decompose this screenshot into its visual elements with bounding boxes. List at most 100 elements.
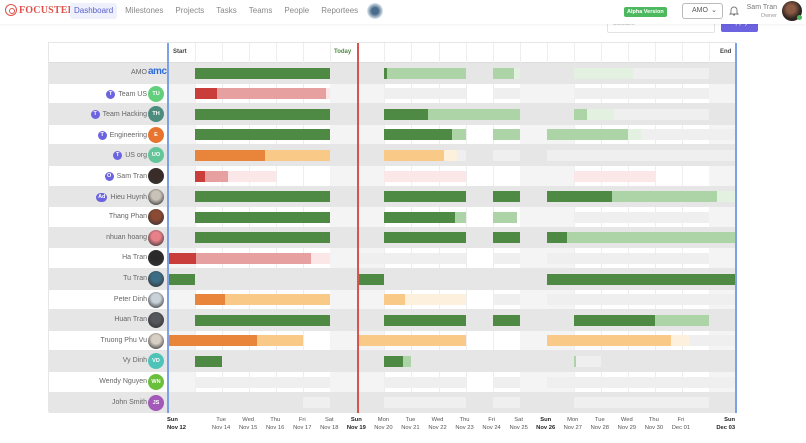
- gantt-row[interactable]: John Smith JS: [49, 392, 737, 414]
- timeline-bar[interactable]: [195, 232, 331, 244]
- avatar[interactable]: [148, 209, 164, 226]
- nav-dashboard[interactable]: Dashboard: [70, 3, 118, 19]
- timeline-bar[interactable]: [492, 67, 515, 79]
- timeline-bar[interactable]: [403, 355, 412, 367]
- timeline-bar[interactable]: [457, 149, 466, 161]
- gantt-row[interactable]: Ha Tran: [49, 248, 737, 269]
- timeline-bar[interactable]: [671, 335, 691, 347]
- timeline-bar[interactable]: [627, 129, 642, 141]
- gantt-row[interactable]: nhuan hoang: [49, 227, 737, 249]
- timeline-bar[interactable]: [195, 170, 205, 182]
- avatar[interactable]: [148, 312, 164, 329]
- timeline-bar[interactable]: [204, 170, 228, 182]
- timeline-bar[interactable]: [265, 149, 331, 161]
- timeline-bar[interactable]: [546, 252, 709, 264]
- timeline-bar[interactable]: [587, 108, 615, 120]
- timeline-bar[interactable]: [168, 335, 258, 347]
- timeline-bar[interactable]: [384, 149, 444, 161]
- timeline-bar[interactable]: [641, 129, 737, 141]
- timeline-bar[interactable]: [546, 294, 737, 306]
- gantt-row[interactable]: Tu Tran: [49, 269, 737, 290]
- gantt-row[interactable]: T US org UO: [49, 145, 737, 166]
- timeline-bar[interactable]: [546, 232, 567, 244]
- timeline-bar[interactable]: [384, 170, 466, 182]
- timeline-bar[interactable]: [387, 67, 466, 79]
- assistant-bot-icon[interactable]: [367, 3, 383, 19]
- timeline-bar[interactable]: [546, 191, 612, 203]
- timeline-bar[interactable]: [546, 376, 737, 388]
- timeline-bar[interactable]: [492, 211, 517, 223]
- timeline-bar[interactable]: [546, 335, 672, 347]
- avatar[interactable]: E: [148, 126, 164, 143]
- gantt-row[interactable]: Huan Tran: [49, 310, 737, 331]
- timeline-bar[interactable]: [195, 67, 331, 79]
- timeline-bar[interactable]: [492, 397, 520, 409]
- timeline-bar[interactable]: [227, 170, 277, 182]
- gantt-row[interactable]: T Engineering E: [49, 124, 737, 146]
- timeline-bar[interactable]: [654, 314, 709, 326]
- nav-milestones[interactable]: Milestones: [125, 6, 164, 15]
- timeline-bar[interactable]: [573, 108, 588, 120]
- timeline-bar[interactable]: [573, 397, 709, 409]
- timeline-bar[interactable]: [195, 191, 331, 203]
- timeline-bar[interactable]: [357, 273, 385, 285]
- timeline-bar[interactable]: [614, 108, 709, 120]
- timeline-bar[interactable]: [492, 149, 520, 161]
- timeline-bar[interactable]: [384, 129, 453, 141]
- timeline-bar[interactable]: [384, 376, 466, 388]
- timeline-bar[interactable]: [404, 294, 466, 306]
- timeline-bar[interactable]: [257, 335, 304, 347]
- nav-tasks[interactable]: Tasks: [216, 6, 237, 15]
- timeline-bar[interactable]: [633, 67, 709, 79]
- avatar[interactable]: UO: [148, 147, 164, 164]
- timeline-bar[interactable]: [384, 314, 466, 326]
- avatar[interactable]: [148, 229, 164, 246]
- timeline-bar[interactable]: [573, 88, 709, 100]
- avatar[interactable]: [148, 250, 164, 267]
- nav-teams[interactable]: Teams: [248, 6, 273, 15]
- timeline-bar[interactable]: [384, 108, 428, 120]
- nav-projects[interactable]: Projects: [175, 6, 205, 15]
- timeline-bar[interactable]: [514, 67, 520, 79]
- timeline-bar[interactable]: [573, 355, 577, 367]
- gantt-row[interactable]: T Team Hacking TH: [49, 104, 737, 125]
- timeline-bar[interactable]: [566, 232, 737, 244]
- timeline-bar[interactable]: [384, 211, 455, 223]
- timeline-bar[interactable]: [168, 252, 197, 264]
- timeline-bar[interactable]: [384, 67, 388, 79]
- gantt-row[interactable]: Truong Phu Vu: [49, 330, 737, 352]
- timeline-bar[interactable]: [573, 67, 634, 79]
- timeline-bar[interactable]: [311, 252, 331, 264]
- timeline-bar[interactable]: [384, 355, 404, 367]
- avatar[interactable]: TH: [148, 106, 164, 123]
- timeline-bar[interactable]: [195, 376, 331, 388]
- timeline-bar[interactable]: [384, 191, 466, 203]
- timeline-bar[interactable]: [384, 232, 466, 244]
- timeline-bar[interactable]: [546, 273, 737, 285]
- avatar[interactable]: [148, 168, 164, 184]
- timeline-bar[interactable]: [326, 88, 331, 100]
- gantt-row[interactable]: AMO amc: [49, 63, 737, 84]
- timeline-bar[interactable]: [384, 88, 466, 100]
- timeline-bar[interactable]: [492, 252, 520, 264]
- gantt-row[interactable]: O Sam Tran: [49, 166, 737, 187]
- timeline-bar[interactable]: [196, 252, 312, 264]
- bell-icon[interactable]: [729, 5, 739, 17]
- nav-people[interactable]: People: [284, 6, 310, 15]
- timeline-bar[interactable]: [195, 88, 217, 100]
- timeline-bar[interactable]: [224, 294, 331, 306]
- avatar[interactable]: [148, 271, 164, 287]
- timeline-bar[interactable]: [195, 355, 223, 367]
- timeline-bar[interactable]: [443, 149, 458, 161]
- timeline-bar[interactable]: [573, 170, 655, 182]
- timeline-bar[interactable]: [717, 191, 737, 203]
- avatar[interactable]: TU: [148, 85, 164, 102]
- avatar[interactable]: [148, 188, 164, 205]
- timeline-bar[interactable]: [454, 211, 466, 223]
- timeline-bar[interactable]: [216, 88, 327, 100]
- timeline-bar[interactable]: [195, 129, 331, 141]
- timeline-bar[interactable]: [492, 376, 520, 388]
- timeline-bar[interactable]: [492, 294, 520, 306]
- timeline-bar[interactable]: [492, 191, 520, 203]
- avatar[interactable]: [148, 332, 164, 349]
